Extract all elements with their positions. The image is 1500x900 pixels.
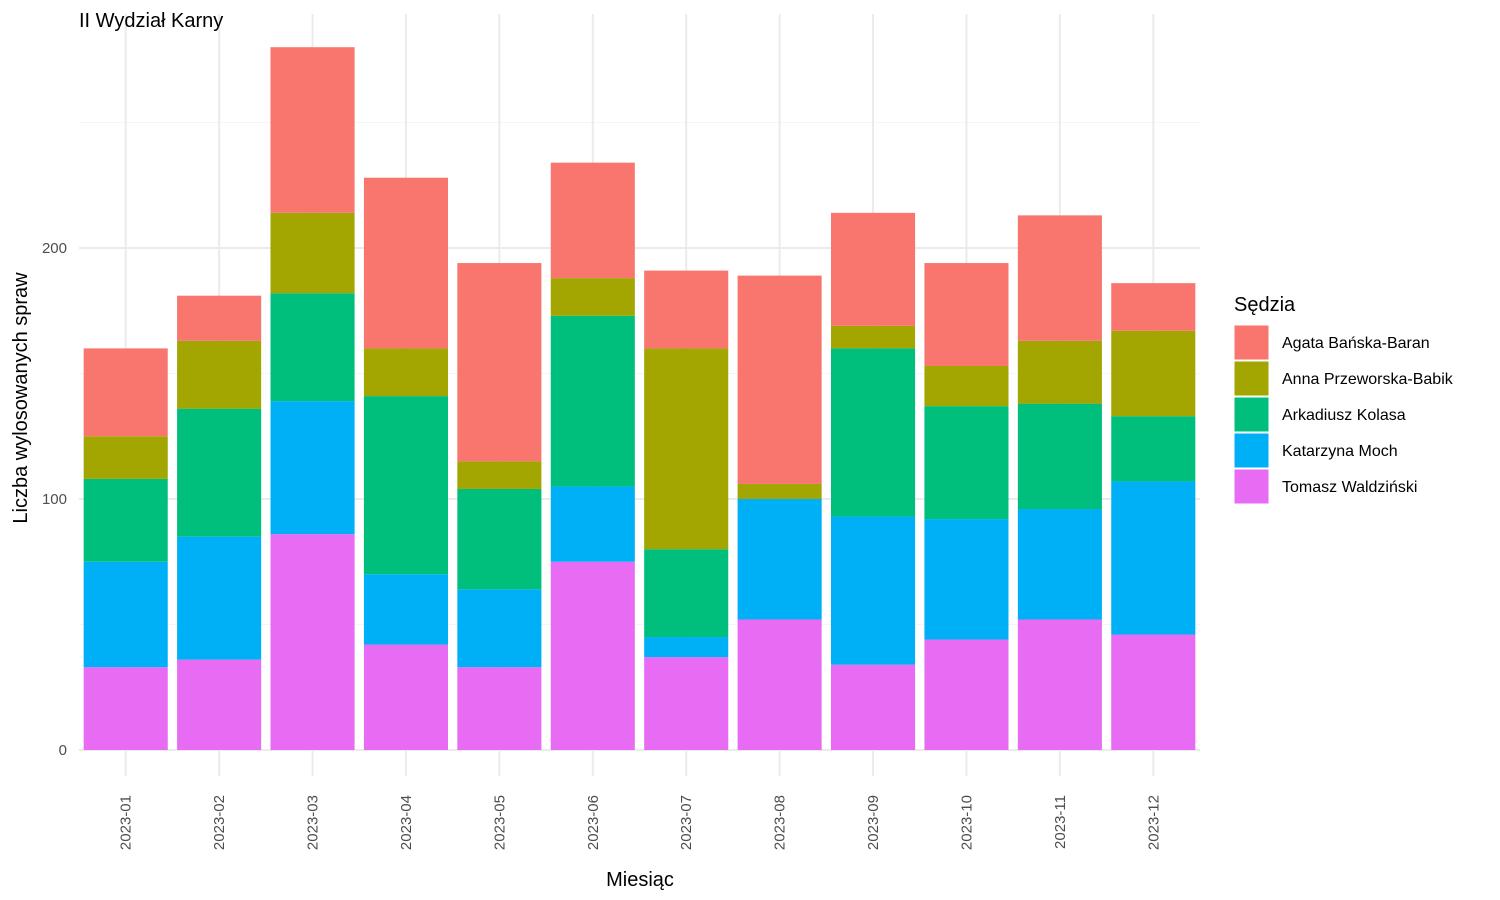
bar-segment [550, 486, 635, 562]
bar-segment [177, 536, 262, 660]
bar-segment [924, 406, 1009, 520]
bar-segment [1017, 340, 1102, 404]
bar-segment [737, 499, 822, 620]
bar-segment [550, 162, 635, 279]
x-tick-label: 2023-04 [398, 795, 415, 850]
legend-title: Sędzia [1234, 294, 1296, 316]
bar-segment [831, 516, 916, 665]
x-tick-label: 2023-09 [865, 795, 882, 850]
bar-segment [270, 293, 355, 402]
bar-segment [831, 325, 916, 349]
bar-segment [924, 365, 1009, 407]
bar-segment [83, 348, 168, 437]
bar-segment [83, 561, 168, 668]
bar-segment [644, 549, 729, 638]
bar-segment [644, 657, 729, 750]
bar-segment [363, 574, 448, 645]
legend-items: Agata Bańska-Baran Anna Przeworska-Babik A… [1233, 324, 1454, 505]
legend-swatch [1233, 396, 1270, 433]
bar-segment [1017, 509, 1102, 620]
bar-segment [644, 270, 729, 349]
legend-swatch [1233, 360, 1270, 397]
bar-segment [363, 644, 448, 750]
legend-label: Agata Bańska-Baran [1282, 335, 1430, 352]
bar-segment [1111, 416, 1196, 482]
bar-segment [831, 664, 916, 750]
x-tick-label: 2023-05 [491, 795, 508, 850]
bar-segment [177, 340, 262, 409]
legend: Sędzia Agata Bańska-Baran Anna Przeworska… [1233, 294, 1454, 505]
bar-segment [270, 534, 355, 750]
bar-segment [363, 396, 448, 575]
bar-segment [1017, 619, 1102, 750]
legend-swatch [1233, 468, 1270, 505]
bar-segment [83, 478, 168, 562]
bar-segment [363, 348, 448, 397]
bar-segment [1111, 481, 1196, 635]
bar-segment [177, 659, 262, 750]
chart-title: II Wydział Karny [79, 10, 223, 32]
bar-segment [457, 488, 542, 590]
legend-swatch [1233, 324, 1270, 361]
bars [83, 47, 1196, 750]
y-tick-label: 100 [42, 491, 67, 508]
legend-label: Katarzyna Moch [1282, 443, 1398, 460]
bar-segment [1111, 283, 1196, 331]
bar-segment [1017, 403, 1102, 510]
legend-label: Anna Przeworska-Babik [1282, 371, 1454, 388]
bar-segment [737, 275, 822, 484]
bar-segment [550, 561, 635, 750]
bar-segment [924, 519, 1009, 640]
legend-swatch [1233, 432, 1270, 469]
bar-segment [457, 667, 542, 750]
bar-segment [831, 348, 916, 517]
x-axis-title: Miesiąc [606, 869, 674, 891]
bar-segment [924, 263, 1009, 366]
x-tick-label: 2023-10 [958, 795, 975, 850]
bar-segment [457, 461, 542, 489]
x-tick-label: 2023-12 [1145, 795, 1162, 850]
bar-segment [83, 667, 168, 750]
bar-segment [457, 589, 542, 668]
x-axis-ticks: 2023-01 2023-02 2023-03 2023-04 2023-05 2023-… [118, 795, 1163, 850]
y-axis-ticks: 0 100 200 [42, 240, 67, 759]
x-tick-label: 2023-01 [118, 795, 135, 850]
y-axis-title: Liczba wylosowanych spraw [10, 272, 32, 524]
x-tick-label: 2023-03 [305, 795, 322, 850]
y-tick-label: 200 [42, 240, 67, 257]
bar-segment [550, 315, 635, 487]
x-tick-label: 2023-06 [585, 795, 602, 850]
bar-segment [1111, 634, 1196, 750]
bar-segment [83, 436, 168, 479]
bar-segment [270, 47, 355, 213]
x-tick-label: 2023-11 [1052, 795, 1069, 849]
bar-segment [177, 408, 262, 537]
bar-segment [737, 619, 822, 750]
bar-segment [550, 278, 635, 316]
bar-segment [270, 212, 355, 294]
bar-segment [831, 212, 916, 326]
legend-label: Arkadiusz Kolasa [1282, 407, 1406, 424]
x-tick-label: 2023-07 [678, 795, 695, 850]
legend-label: Tomasz Waldziński [1282, 479, 1417, 496]
x-tick-label: 2023-02 [211, 795, 228, 850]
bar-segment [457, 263, 542, 462]
bar-segment [363, 177, 448, 349]
bar-segment [1017, 215, 1102, 341]
bar-segment [644, 348, 729, 550]
bar-segment [644, 637, 729, 658]
bar-segment [270, 401, 355, 535]
x-tick-label: 2023-08 [772, 795, 789, 850]
bar-segment [737, 483, 822, 499]
bar-segment [177, 295, 262, 341]
y-tick-label: 0 [59, 742, 67, 759]
bar-segment [1111, 330, 1196, 417]
bar-segment [924, 639, 1009, 750]
